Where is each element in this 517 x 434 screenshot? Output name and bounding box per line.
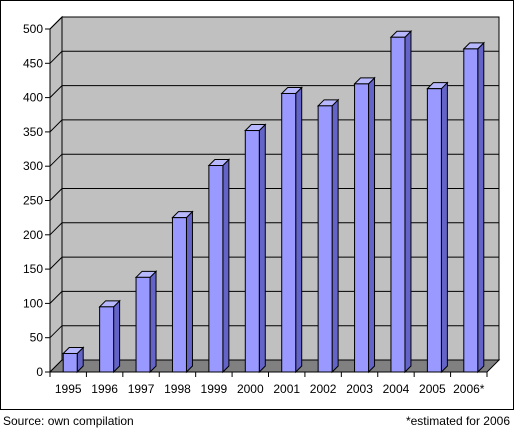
bar	[244, 130, 260, 373]
x-tick-label: 2003	[346, 382, 373, 396]
bar	[208, 165, 224, 373]
y-tick-label: 250	[23, 194, 43, 208]
bar	[426, 88, 442, 373]
bar-side	[295, 86, 303, 374]
bar	[463, 48, 479, 373]
estimate-footnote: *estimated for 2006	[405, 414, 510, 428]
bar-side	[440, 81, 448, 374]
x-tick-label: 2001	[273, 382, 300, 396]
x-tick-label: 1995	[55, 382, 82, 396]
bar-chart: 0 50 100 150 200 250 300 350 400 450 500 1995 1996 19…	[23, 15, 501, 396]
bar	[317, 105, 333, 373]
bar-side	[368, 76, 376, 374]
gridline	[49, 188, 499, 201]
y-tick-label: 400	[23, 91, 43, 105]
bar-side	[113, 299, 121, 374]
gridline	[49, 325, 499, 339]
y-tick-label: 100	[23, 296, 43, 310]
x-tick-label: 1997	[128, 382, 155, 396]
y-tick-label: 200	[23, 228, 43, 242]
y-tick-label: 150	[23, 262, 43, 276]
gridline	[49, 256, 499, 270]
x-tick-label: 1998	[164, 382, 191, 396]
gridline	[49, 50, 499, 64]
bar	[171, 217, 187, 373]
y-tick-label: 350	[23, 125, 43, 139]
y-tick-label: 450	[23, 56, 43, 70]
bar	[390, 36, 406, 373]
bar-side	[404, 30, 412, 374]
gridline	[49, 222, 499, 236]
source-note: Source: own compilation	[3, 414, 134, 428]
bar-side	[477, 41, 485, 374]
gridline	[49, 85, 499, 98]
bar	[281, 92, 297, 373]
x-tick-label: 2004	[383, 382, 410, 396]
bar	[354, 83, 370, 373]
y-tick-label: 50	[30, 331, 44, 345]
bar-side	[222, 158, 230, 374]
x-tick-label: 2005	[419, 382, 446, 396]
bar-side	[258, 123, 266, 374]
x-tick-label: 2000	[237, 382, 264, 396]
x-tick-label: 1996	[91, 382, 118, 396]
gridline	[49, 119, 499, 133]
gridline	[49, 290, 499, 304]
bar	[99, 306, 115, 373]
y-tick-label: 500	[23, 22, 43, 36]
x-tick-label: 1999	[201, 382, 228, 396]
x-tick-label: 2006*	[453, 382, 485, 396]
bar-side	[185, 210, 193, 374]
bar-side	[149, 270, 157, 374]
x-tick-label: 2002	[310, 382, 337, 396]
y-tick-label: 300	[23, 159, 43, 173]
bar-side	[331, 98, 339, 374]
bar	[62, 352, 78, 373]
gridline	[49, 16, 499, 30]
chart-frame: 0 50 100 150 200 250 300 350 400 450 500 1995 1996 19…	[0, 0, 514, 410]
bar	[135, 276, 151, 373]
gridline	[49, 153, 499, 167]
y-tick-label: 0	[36, 365, 43, 379]
